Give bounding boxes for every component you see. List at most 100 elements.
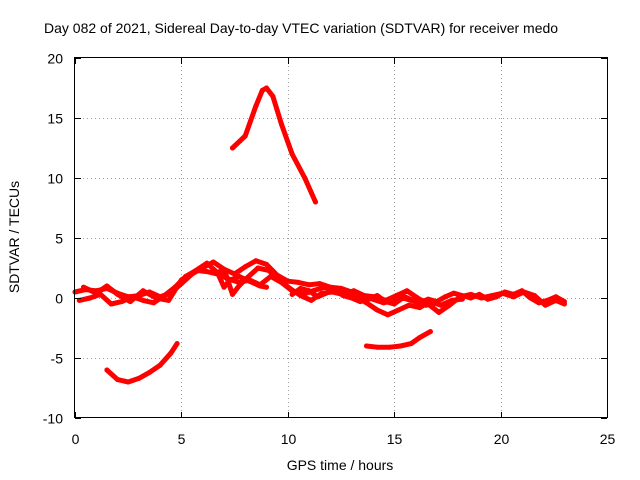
data-point-arc-main-b	[396, 307, 401, 313]
data-point-arc-main-c	[104, 283, 110, 289]
data-point-arc-main-a	[253, 258, 259, 264]
series-arc-peak	[230, 85, 318, 205]
data-point-arc-low-mid	[387, 344, 393, 350]
data-point-arc-main-c	[178, 277, 184, 283]
data-point-arc-main-d	[298, 293, 304, 299]
data-point-arc-main-b	[108, 301, 114, 307]
x-tick-label: 20	[494, 431, 510, 447]
x-tick-label: 0	[72, 431, 80, 447]
data-point-arc-main-e	[561, 299, 567, 305]
y-tick-label: 20	[47, 51, 63, 67]
y-axis-label: SDTVAR / TECUs	[6, 181, 22, 293]
data-point-arc-main-d	[542, 302, 548, 308]
data-point-arc-main-e	[476, 291, 482, 297]
data-point-arc-main-e	[391, 301, 397, 307]
x-tick-label: 5	[178, 431, 186, 447]
data-point-arc-main-a	[264, 261, 269, 267]
data-point-arc-main-a	[306, 282, 312, 288]
data-point-arc-main-e	[383, 299, 389, 305]
data-point-arc-main-e	[408, 297, 414, 303]
data-point-arc-main-e	[425, 296, 431, 302]
data-point-arc-low-mid	[417, 335, 423, 341]
data-point-arc-main-d	[436, 309, 442, 315]
data-point-arc-main-d	[361, 293, 367, 299]
data-point-arc-low-left	[115, 377, 121, 383]
data-point-arc-main-d	[287, 285, 293, 291]
data-point-arc-main-c	[191, 269, 197, 275]
y-tick-label: 10	[47, 171, 63, 187]
data-point-arc-main-c	[153, 295, 159, 301]
data-point-arc-main-a	[210, 259, 216, 265]
data-point-arc-main-e	[485, 296, 491, 302]
data-point-arc-low-mid	[427, 329, 433, 335]
data-point-arc-main-d	[447, 302, 452, 308]
data-point-arc-main-a	[242, 264, 248, 270]
data-point-arc-main-d	[415, 295, 421, 301]
x-tick-label: 10	[281, 431, 297, 447]
data-point-arc-main-b	[87, 295, 93, 301]
data-point-arc-main-e	[451, 290, 457, 296]
data-point-arc-main-e	[536, 300, 542, 306]
data-point-arc-main-c	[264, 284, 269, 290]
data-point-arc-low-left	[125, 379, 131, 385]
x-tick-label: 15	[387, 431, 403, 447]
data-point-arc-main-c	[166, 297, 172, 303]
data-point-arc-main-e	[519, 288, 525, 294]
y-tick-label: 5	[55, 231, 63, 247]
data-point-arc-main-d	[230, 291, 235, 297]
data-point-arc-peak	[289, 151, 295, 157]
data-point-arc-low-mid	[408, 341, 414, 347]
data-point-arc-peak	[264, 85, 269, 91]
data-point-arc-main-c	[221, 284, 227, 290]
chart-title: Day 082 of 2021, Sidereal Day-to-day VTE…	[44, 20, 558, 36]
data-point-arc-main-c	[140, 288, 146, 294]
data-point-arc-main-c	[127, 299, 133, 305]
data-point-arc-main-a	[317, 281, 323, 287]
data-point-arc-main-c	[204, 260, 210, 266]
data-point-arc-main-c	[81, 284, 86, 290]
data-point-arc-main-a	[285, 278, 291, 284]
data-point-arc-main-e	[544, 297, 550, 303]
data-point-arc-low-mid	[364, 343, 369, 349]
data-point-arc-main-e	[400, 295, 406, 301]
data-point-arc-main-c	[257, 283, 263, 289]
y-tick-label: -5	[51, 351, 64, 367]
data-point-arc-main-e	[366, 296, 372, 302]
data-point-arc-low-left	[136, 375, 142, 381]
data-point-arc-main-d	[223, 272, 229, 278]
y-tick-label: 0	[55, 291, 63, 307]
data-point-arc-peak	[302, 175, 308, 181]
data-point-arc-main-e	[442, 294, 448, 300]
data-point-arc-main-d	[425, 301, 431, 307]
data-point-arc-main-e	[306, 288, 312, 294]
data-point-arc-main-d	[308, 297, 314, 303]
data-point-arc-main-d	[236, 283, 242, 289]
data-point-arc-main-b	[140, 297, 146, 303]
data-point-arc-main-b	[406, 302, 412, 308]
data-point-arc-main-d	[276, 277, 282, 283]
data-point-arc-main-b	[374, 307, 380, 313]
data-point-arc-low-mid	[398, 343, 404, 349]
data-point-arc-main-e	[417, 300, 423, 306]
data-point-arc-main-d	[404, 288, 410, 294]
data-point-arc-peak	[270, 93, 276, 99]
data-point-arc-low-left	[174, 341, 180, 347]
data-point-arc-low-left	[147, 369, 152, 375]
data-point-arc-main-e	[468, 295, 474, 301]
data-point-arc-main-e	[553, 294, 559, 300]
axis-ticks: 0 5 10 15 20 25 -10 -5 0 5 10 15 20	[43, 51, 616, 448]
data-point-arc-main-e	[349, 295, 355, 301]
y-tick-label: -10	[43, 411, 63, 427]
data-point-arc-peak	[259, 87, 265, 93]
data-point-arc-low-mid	[374, 344, 380, 350]
data-point-arc-main-c	[115, 291, 121, 297]
data-point-arc-main-e	[459, 293, 465, 299]
x-tick-label: 25	[600, 431, 616, 447]
data-point-arc-main-d	[255, 265, 261, 271]
data-point-arc-peak	[253, 103, 259, 109]
data-point-arc-peak	[230, 145, 235, 151]
data-point-arc-main-b	[385, 312, 391, 318]
data-point-arc-main-d	[217, 269, 223, 275]
plot-frame	[74, 57, 608, 418]
